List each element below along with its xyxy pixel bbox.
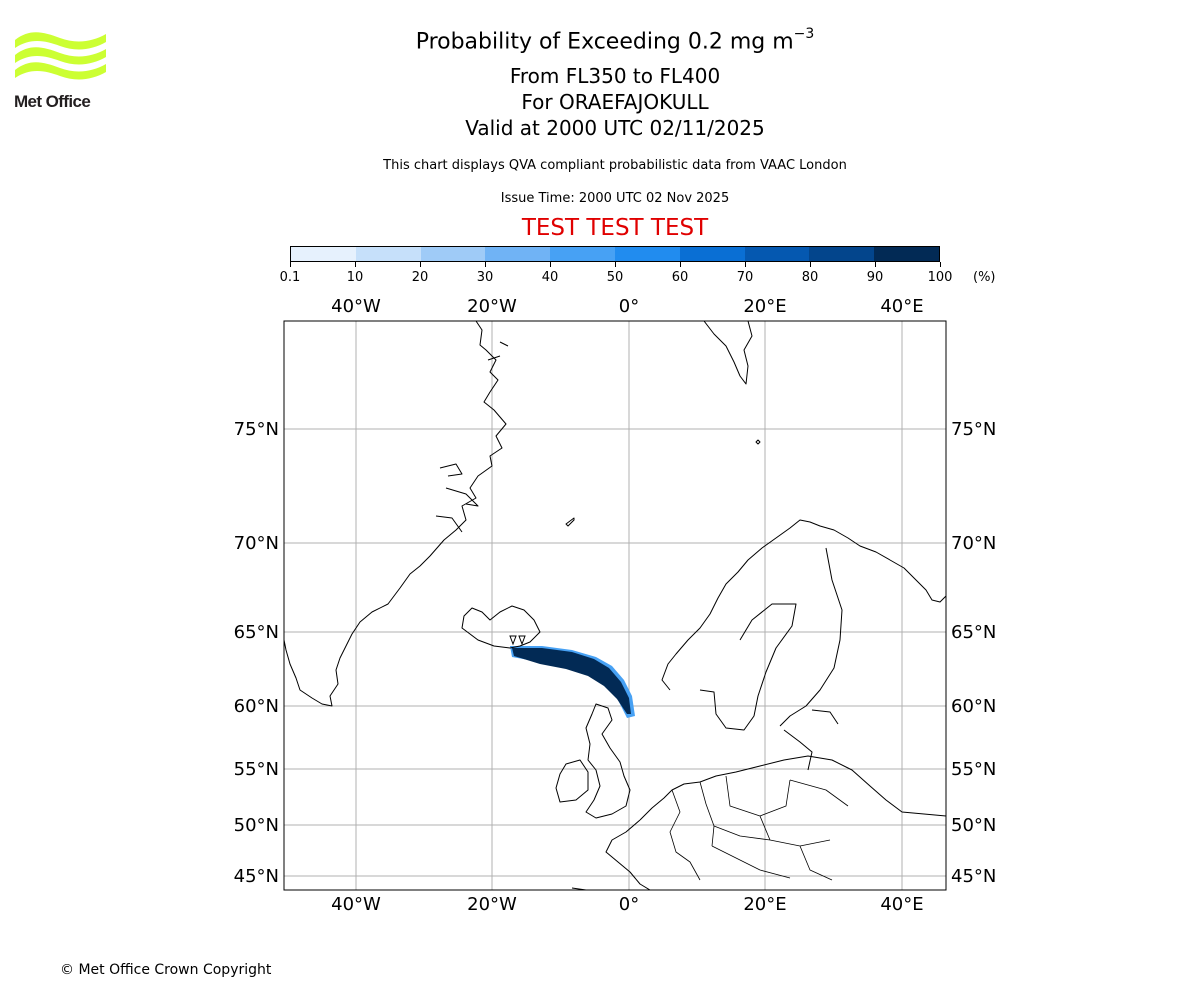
colorbar-tick-label: 90	[866, 270, 884, 285]
colorbar-segment	[420, 247, 486, 261]
colorbar-tick	[744, 262, 746, 267]
valid-time-subtitle: Valid at 2000 UTC 02/11/2025	[465, 116, 765, 140]
right-lat-label: 65°N	[951, 622, 996, 643]
colorbar-tick-label: 0.1	[279, 270, 301, 285]
jan-mayen	[565, 517, 575, 527]
colorbar-tick	[549, 262, 551, 267]
colorbar-tick-label: 100	[927, 270, 953, 285]
colorbar-segment	[679, 247, 745, 261]
colorbar-tick-label: 30	[476, 270, 494, 285]
colorbar-segment	[485, 247, 551, 261]
norway-coast	[661, 519, 946, 691]
ash-plume-fringe	[510, 646, 635, 718]
bottom-lon-label: 40°E	[880, 894, 923, 915]
right-lat-label: 45°N	[951, 866, 996, 887]
volcano-marker-icon	[509, 635, 526, 646]
colorbar-segment	[355, 247, 421, 261]
map-background	[284, 321, 946, 890]
britain-coast	[585, 703, 631, 819]
source-note: This chart displays QVA compliant probab…	[383, 158, 847, 173]
right-lat-label: 70°N	[951, 533, 996, 554]
continental-europe-coast	[639, 755, 946, 821]
top-lon-label: 40°W	[331, 296, 381, 317]
iceland-coast	[461, 605, 541, 649]
chart-title: Probability of Exceeding 0.2 mg m−3	[0, 26, 1200, 55]
coastlines	[284, 321, 946, 890]
colorbar-tick-label: 20	[411, 270, 429, 285]
title-text: Probability of Exceeding 0.2 mg m	[415, 29, 794, 55]
baltic-coast	[783, 709, 839, 771]
colorbar-tick	[874, 262, 876, 267]
greenland-fjords	[435, 341, 509, 533]
ash-plume-core	[512, 648, 631, 714]
colorbar-tick	[614, 262, 616, 267]
top-lon-label: 0°	[619, 296, 639, 317]
colorbar-tick-label: 60	[671, 270, 689, 285]
colorbar-unit: (%)	[973, 270, 996, 285]
colorbar-tick-label: 40	[541, 270, 559, 285]
scandinavia-inner	[699, 547, 843, 731]
issue-time: Issue Time: 2000 UTC 02 Nov 2025	[500, 191, 730, 206]
logo-wordmark: Met Office	[14, 92, 91, 111]
ireland-coast	[555, 759, 589, 803]
colorbar-tick-label: 50	[606, 270, 624, 285]
title-exponent: −3	[793, 26, 815, 42]
left-lat-label: 55°N	[234, 759, 279, 780]
colorbar-tick	[354, 262, 356, 267]
left-lat-label: 65°N	[234, 622, 279, 643]
left-lat-label: 50°N	[234, 815, 279, 836]
colorbar-segment	[550, 247, 615, 261]
colorbar-tick	[939, 262, 941, 267]
greenland-coast	[284, 321, 507, 707]
top-lon-label: 20°W	[467, 296, 517, 317]
colorbar-tick	[289, 262, 291, 267]
bottom-lon-label: 20°E	[743, 894, 786, 915]
axis-labels: 40°W 20°W 0° 20°E 40°E 40°W 20°W 0° 20°E…	[234, 296, 997, 915]
top-lon-label: 40°E	[880, 296, 923, 317]
colorbar-segment	[744, 247, 810, 261]
colorbar-tick	[419, 262, 421, 267]
bottom-lon-label: 20°W	[467, 894, 517, 915]
bottom-lon-label: 0°	[619, 894, 639, 915]
right-lat-label: 60°N	[951, 696, 996, 717]
ash-plume	[510, 646, 635, 718]
svalbard-coast	[703, 321, 753, 385]
colorbar-tick	[679, 262, 681, 267]
bottom-lon-label: 40°W	[331, 894, 381, 915]
colorbar-tick	[809, 262, 811, 267]
colorbar-tick-label: 80	[801, 270, 819, 285]
right-lat-label: 55°N	[951, 759, 996, 780]
flight-level-subtitle: From FL350 to FL400	[509, 64, 721, 88]
colorbar-tick-label: 10	[346, 270, 364, 285]
colorbar-tick	[484, 262, 486, 267]
national-borders	[669, 775, 849, 881]
met-office-logo	[15, 32, 106, 80]
colorbar-segment	[809, 247, 875, 261]
colorbar-segment	[614, 247, 680, 261]
map-frame	[283, 320, 947, 891]
colorbar-segment	[874, 247, 939, 261]
top-lon-label: 20°E	[743, 296, 786, 317]
right-lat-label: 75°N	[951, 419, 996, 440]
colorbar-segment	[291, 247, 356, 261]
colorbar-tick-label: 70	[736, 270, 754, 285]
bear-island	[755, 439, 761, 445]
test-banner: TEST TEST TEST	[521, 215, 709, 241]
left-lat-label: 70°N	[234, 533, 279, 554]
volcano-subtitle: For ORAEFAJOKULL	[521, 90, 709, 114]
right-lat-label: 50°N	[951, 815, 996, 836]
colorbar	[290, 246, 940, 262]
left-lat-label: 75°N	[234, 419, 279, 440]
left-lat-label: 45°N	[234, 866, 279, 887]
copyright-notice: © Met Office Crown Copyright	[60, 962, 272, 978]
left-lat-label: 60°N	[234, 696, 279, 717]
